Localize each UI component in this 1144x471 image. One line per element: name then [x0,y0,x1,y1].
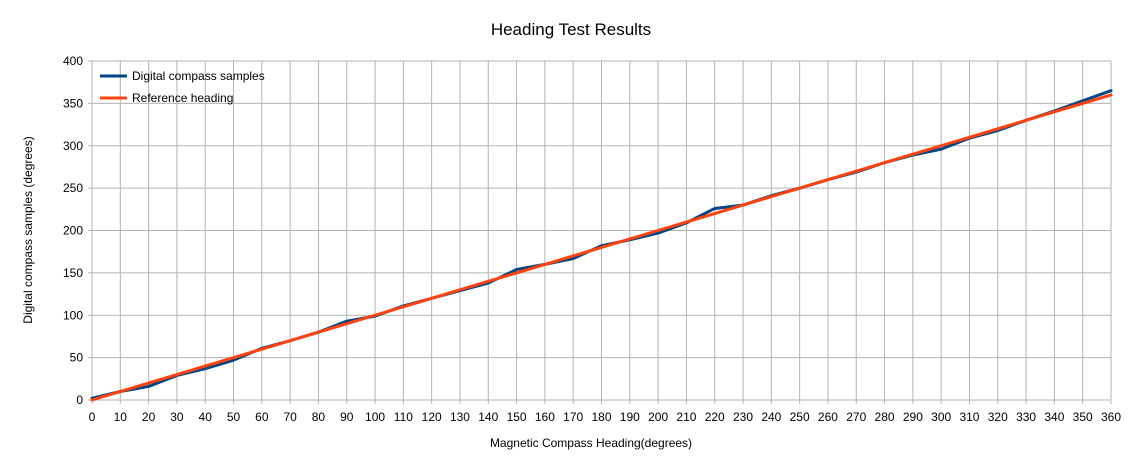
x-tick-label: 190 [620,410,640,424]
series-lines [90,89,1113,402]
y-axis-label: Digital compass samples (degrees) [21,136,35,323]
series-line-1 [90,93,1113,402]
x-tick-label: 130 [450,410,470,424]
x-tick-label: 290 [903,410,923,424]
x-tick-label: 260 [818,410,838,424]
x-tick-label: 240 [761,410,781,424]
y-tick-label: 150 [63,266,83,280]
x-tick-label: 70 [283,410,297,424]
x-tick-label: 50 [227,410,241,424]
y-tick-label: 50 [70,351,84,365]
x-tick-label: 120 [422,410,442,424]
x-tick-label: 30 [170,410,184,424]
x-tick-label: 340 [1044,410,1064,424]
x-tick-label: 100 [365,410,385,424]
x-tick-label: 0 [89,410,96,424]
x-tick-label: 140 [478,410,498,424]
x-tick-label: 230 [733,410,753,424]
y-tick-label: 350 [63,96,83,110]
legend-entry-label: Digital compass samples [132,69,265,83]
x-tick-label: 270 [846,410,866,424]
x-tick-label: 300 [931,410,951,424]
y-tick-label: 100 [63,308,83,322]
x-tick-label: 160 [535,410,555,424]
x-axis-label: Magnetic Compass Heading(degrees) [490,436,692,450]
chart-title: Heading Test Results [491,20,651,39]
y-tick-label: 400 [63,54,83,68]
x-tick-label: 150 [507,410,527,424]
legend: Digital compass samples Reference heading [100,69,265,105]
x-tick-label: 320 [988,410,1008,424]
x-tick-label: 350 [1073,410,1093,424]
grid [88,60,1112,404]
x-tick-label: 10 [114,410,128,424]
x-tick-label: 20 [142,410,156,424]
y-tick-label: 250 [63,181,83,195]
x-tick-label: 310 [959,410,979,424]
legend-entry-label: Reference heading [132,91,233,105]
x-tick-label: 220 [705,410,725,424]
x-tick-label: 170 [563,410,583,424]
x-tick-label: 280 [875,410,895,424]
x-tick-label: 330 [1016,410,1036,424]
x-tick-label: 40 [199,410,213,424]
x-tick-label: 90 [340,410,354,424]
x-tick-label: 200 [648,410,668,424]
axes: 0 10 20 30 40 50 60 70 80 90 100 110 120 130 140 150 160… [63,54,1121,424]
x-tick-label: 360 [1101,410,1121,424]
y-tick-label: 300 [63,139,83,153]
y-tick-label: 0 [76,393,83,407]
y-tick-label: 200 [63,224,83,238]
x-tick-label: 210 [676,410,696,424]
x-tick-label: 110 [394,410,413,424]
x-tick-label: 80 [312,410,326,424]
x-tick-label: 250 [790,410,810,424]
x-tick-label: 180 [591,410,611,424]
x-tick-label: 60 [255,410,269,424]
